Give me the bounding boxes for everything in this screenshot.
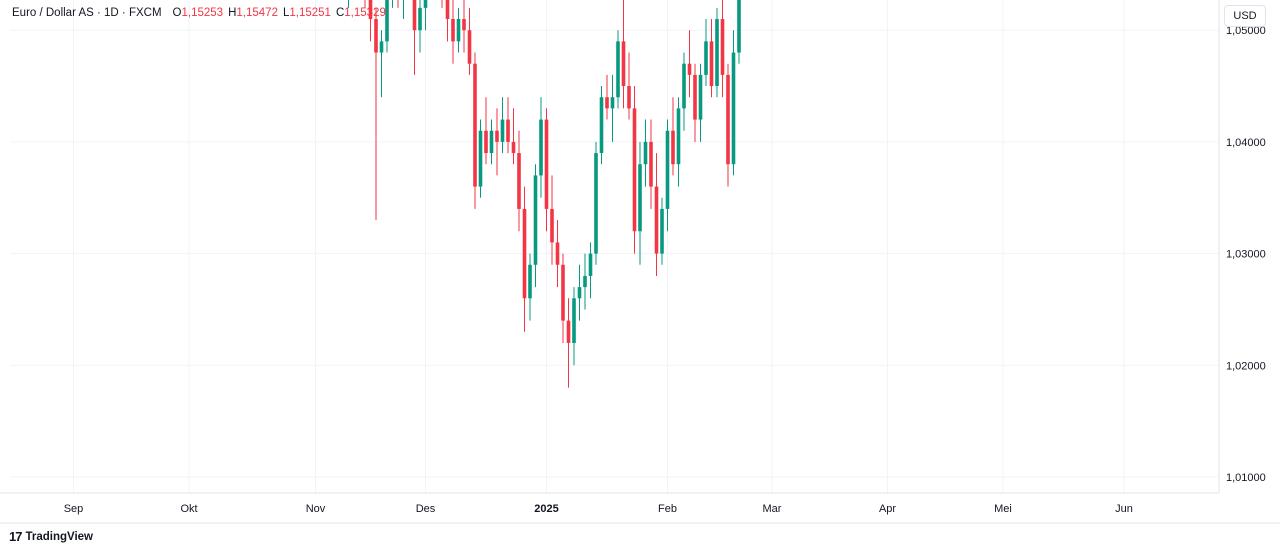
candle-body xyxy=(726,74,730,165)
symbol-title: Euro / Dollar AS · 1D · FXCM xyxy=(12,7,162,19)
high-value: 1,15472 xyxy=(236,7,278,19)
candle-body xyxy=(500,119,505,142)
high-label: H xyxy=(228,7,237,19)
candle-body xyxy=(528,264,532,299)
candle-body xyxy=(412,0,417,31)
low-label: L xyxy=(282,7,290,19)
candle-body xyxy=(478,130,483,187)
candle-body xyxy=(715,19,719,87)
candle-body xyxy=(418,7,422,31)
candle-body xyxy=(544,119,549,209)
candle-body xyxy=(572,298,576,343)
candle-body xyxy=(671,130,675,165)
candle-body xyxy=(676,108,681,165)
candle-body xyxy=(621,41,626,87)
candle-body xyxy=(643,141,648,165)
candle-body xyxy=(467,30,472,64)
candle-body xyxy=(456,19,461,42)
x-tick-label: Mei xyxy=(994,503,1012,515)
candle-body xyxy=(632,108,637,232)
candle-body xyxy=(561,264,565,321)
candle-body xyxy=(588,253,593,276)
candle-body xyxy=(737,0,741,53)
candle-body xyxy=(445,0,450,20)
candle-body xyxy=(495,130,499,142)
x-tick-label: Sep xyxy=(64,503,84,515)
candle-body xyxy=(385,0,389,42)
candle-body xyxy=(566,320,571,343)
y-tick-label: 1,02000 xyxy=(1226,360,1266,372)
candle-body xyxy=(484,130,488,154)
candle-body xyxy=(511,141,516,154)
candle-body xyxy=(555,242,560,265)
x-tick-label: Jun xyxy=(1115,503,1133,515)
x-tick-label: Mar xyxy=(763,503,782,515)
candle-body xyxy=(517,153,521,209)
candle-body xyxy=(720,19,725,75)
candle-body xyxy=(660,208,664,254)
candle-body xyxy=(616,41,620,98)
candle-body xyxy=(665,130,670,209)
candle-body xyxy=(533,175,538,265)
candle-body xyxy=(462,19,466,31)
candle-body xyxy=(368,0,373,20)
candle-body xyxy=(682,63,686,109)
candle-body xyxy=(473,63,477,187)
candle-body xyxy=(594,153,598,254)
candle-body xyxy=(698,74,703,120)
y-tick-label: 1,04000 xyxy=(1226,137,1266,149)
candle-body xyxy=(374,19,378,53)
candle-body xyxy=(704,41,708,75)
candle-body xyxy=(599,97,604,154)
tradingview-brand-text: TradingView xyxy=(25,530,93,543)
candle-body xyxy=(654,186,659,254)
tradingview-logo-icon: 17 xyxy=(9,529,23,544)
candle-body xyxy=(610,97,615,109)
candle-body xyxy=(379,41,384,53)
open-label: O xyxy=(172,7,182,19)
candle-body xyxy=(583,275,587,288)
candle-body xyxy=(550,208,554,243)
y-tick-label: 1,01000 xyxy=(1226,472,1266,484)
currency-button[interactable]: USD xyxy=(1224,5,1266,27)
open-value: 1,15253 xyxy=(181,7,224,19)
candle-body xyxy=(577,287,582,299)
x-tick-label: Des xyxy=(416,503,436,515)
low-value: 1,15251 xyxy=(289,7,331,19)
close-label: C xyxy=(335,7,345,19)
candle-body xyxy=(506,119,510,142)
candle-body xyxy=(693,74,697,120)
candle-body xyxy=(731,52,736,165)
candle-body xyxy=(451,19,455,42)
candle-body xyxy=(539,119,543,176)
x-tick-label: Okt xyxy=(180,503,197,515)
candle-body xyxy=(605,97,609,109)
candle-body xyxy=(709,41,714,87)
candle-body xyxy=(489,130,494,154)
y-tick-label: 1,03000 xyxy=(1226,249,1266,261)
tradingview-logo[interactable]: 17 TradingView xyxy=(9,529,93,544)
x-tick-label: Feb xyxy=(658,503,677,515)
close-value: 1,15329 xyxy=(344,7,386,19)
candle-body xyxy=(423,0,428,8)
candle-body xyxy=(638,164,642,232)
candle-body xyxy=(627,86,631,109)
x-tick-label: Nov xyxy=(306,503,326,515)
candle-body xyxy=(687,63,692,75)
candle-body xyxy=(522,208,527,299)
x-tick-label: Apr xyxy=(879,503,896,515)
candle-body xyxy=(649,141,653,187)
x-tick-label: 2025 xyxy=(534,503,558,515)
y-tick-label: 1,05000 xyxy=(1226,25,1266,37)
